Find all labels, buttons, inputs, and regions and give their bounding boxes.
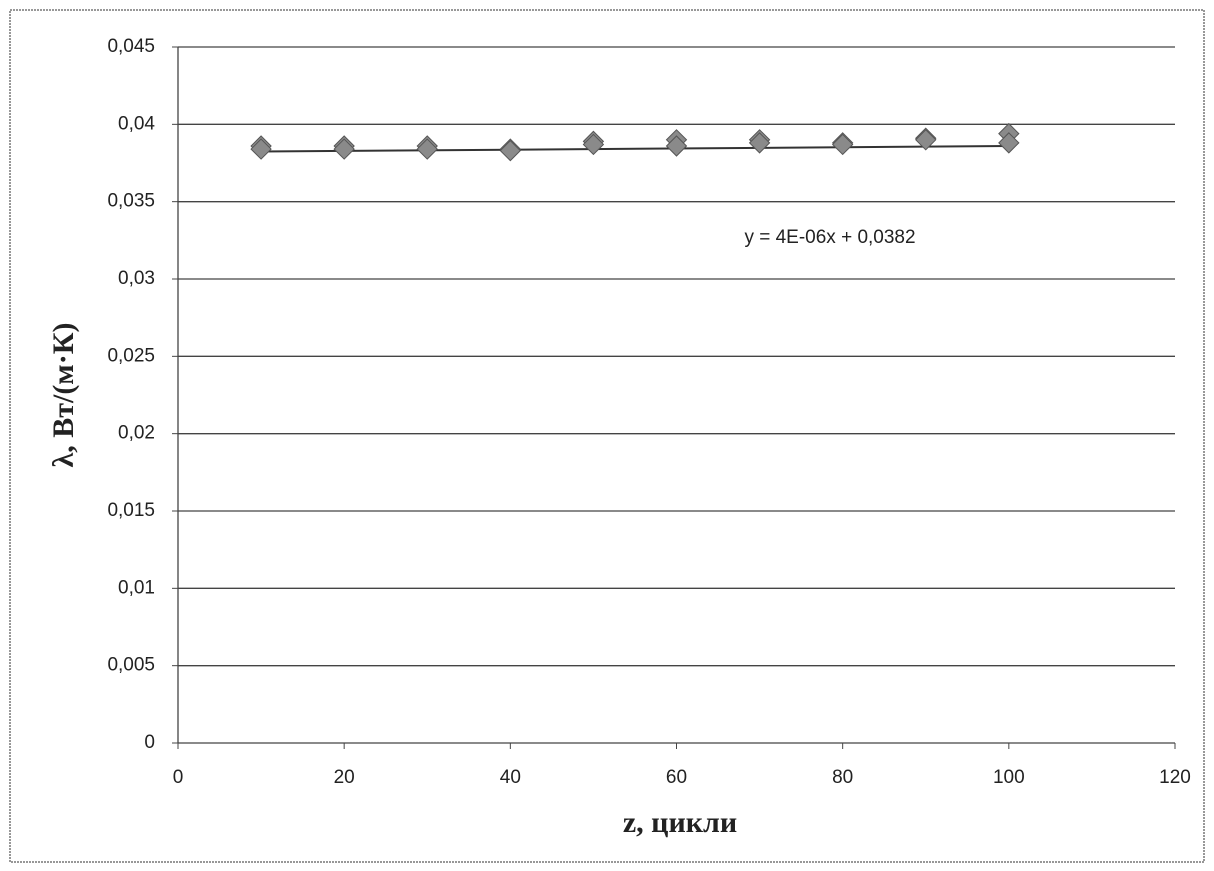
y-tick-label: 0,04 — [118, 113, 155, 134]
x-tick-label: 80 — [832, 767, 853, 788]
data-point — [748, 132, 771, 154]
data-point — [831, 133, 854, 156]
x-tick-label: 60 — [666, 767, 687, 788]
x-tick-label: 120 — [1159, 767, 1191, 788]
data-point — [250, 138, 272, 160]
y-tick-label: 0,045 — [107, 36, 155, 57]
y-tick-label: 0,02 — [118, 423, 155, 444]
x-tick-label: 100 — [993, 767, 1025, 788]
y-axis-title: λ, Вт/(м·К) — [47, 323, 80, 468]
trendline — [261, 144, 1009, 153]
x-tick-label: 40 — [500, 767, 521, 788]
x-axis-title: z, цикли — [623, 806, 737, 839]
data-point — [665, 135, 688, 157]
data-point — [998, 132, 1020, 154]
chart-border — [9, 9, 1205, 863]
data-point — [416, 138, 438, 160]
y-tick-label: 0,025 — [107, 345, 155, 366]
y-tick-label: 0,035 — [107, 191, 155, 212]
y-tick-label: 0,015 — [107, 500, 155, 521]
y-tick-label: 0,005 — [107, 655, 155, 676]
x-tick-label: 0 — [173, 767, 184, 788]
data-point — [915, 129, 937, 151]
y-tick-label: 0,01 — [118, 577, 155, 598]
data-point — [582, 133, 605, 156]
y-tick-label: 0 — [144, 732, 155, 753]
trendline-equation: y = 4E-06x + 0,0382 — [744, 227, 915, 248]
y-tick-label: 0,03 — [118, 268, 155, 289]
x-tick-label: 20 — [334, 767, 355, 788]
data-point — [333, 138, 355, 160]
data-point — [499, 139, 522, 162]
